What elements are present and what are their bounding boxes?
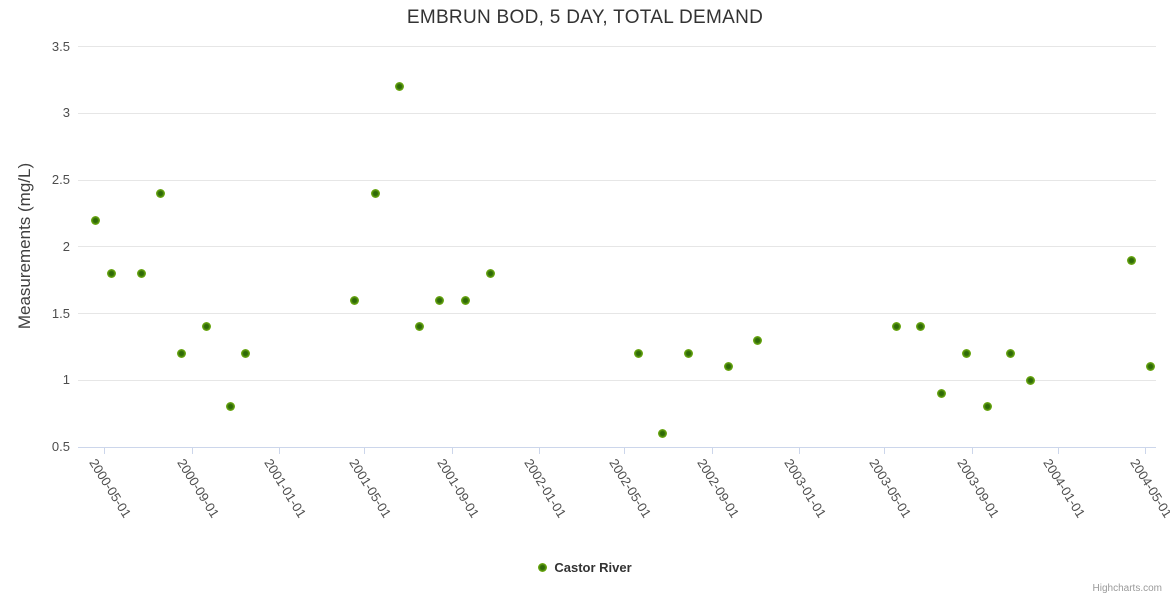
y-tick-label: 2.5	[51, 172, 70, 187]
x-tick-label: 2001-01-01	[261, 456, 310, 521]
chart-title: EMBRUN BOD, 5 DAY, TOTAL DEMAND	[406, 7, 764, 28]
data-point[interactable]	[395, 82, 405, 92]
y-gridline	[78, 179, 1156, 181]
legend-series-label: Castor River	[554, 560, 632, 575]
x-tick-label: 2002-09-01	[693, 456, 742, 521]
data-point[interactable]	[937, 389, 947, 399]
data-point[interactable]	[982, 402, 992, 412]
x-tick-mark	[798, 448, 800, 454]
data-point[interactable]	[176, 349, 186, 359]
x-tick-mark	[191, 448, 193, 454]
x-tick-label: 2001-05-01	[346, 456, 395, 521]
x-tick-label: 2003-01-01	[780, 456, 829, 521]
data-point[interactable]	[156, 188, 166, 198]
y-tick-label: 0.5	[51, 439, 70, 454]
x-tick-label: 2003-05-01	[866, 456, 915, 521]
y-tick-label: 1.5	[51, 305, 70, 321]
x-tick-mark	[884, 448, 885, 454]
x-tick-label: 2000-05-01	[86, 456, 135, 521]
data-point[interactable]	[633, 349, 643, 359]
y-gridline	[78, 46, 1156, 47]
legend-item-castor-river[interactable]: Castor River	[0, 560, 1170, 575]
x-tick-mark	[1144, 448, 1146, 454]
data-point[interactable]	[752, 335, 762, 345]
data-point[interactable]	[683, 349, 693, 359]
y-tick-label: 2	[62, 238, 70, 254]
data-point[interactable]	[201, 322, 211, 332]
data-point[interactable]	[225, 402, 235, 412]
data-point[interactable]	[1145, 362, 1155, 372]
data-point[interactable]	[435, 295, 445, 305]
data-point[interactable]	[1127, 255, 1137, 265]
data-point[interactable]	[371, 188, 381, 198]
data-point[interactable]	[106, 268, 116, 278]
y-gridline	[78, 112, 1156, 114]
x-tick-mark	[538, 448, 540, 454]
x-tick-mark	[451, 448, 453, 454]
data-point[interactable]	[1026, 375, 1036, 385]
x-tick-label: 2004-01-01	[1040, 456, 1089, 521]
x-tick-mark	[711, 448, 713, 454]
data-point[interactable]	[723, 362, 733, 372]
x-tick-label: 2002-05-01	[606, 456, 655, 521]
x-tick-label: 2003-09-01	[953, 456, 1002, 521]
x-tick-label: 2000-09-01	[174, 456, 223, 521]
y-gridline	[78, 246, 1156, 248]
x-tick-mark	[1058, 448, 1060, 454]
data-point[interactable]	[1006, 349, 1016, 359]
legend-marker-icon	[538, 563, 548, 572]
data-point[interactable]	[91, 215, 101, 225]
highcharts-credit-link[interactable]: Highcharts.com	[1092, 583, 1162, 594]
data-point[interactable]	[915, 322, 925, 332]
data-point[interactable]	[415, 322, 425, 332]
y-tick-label: 3.5	[51, 38, 70, 54]
x-tick-mark	[971, 448, 973, 454]
y-gridline	[78, 379, 1156, 381]
data-point[interactable]	[136, 268, 146, 278]
x-tick-label: 2002-01-01	[520, 456, 569, 521]
x-tick-label: 2001-09-01	[434, 456, 483, 521]
x-axis-line	[78, 447, 1156, 448]
data-point[interactable]	[658, 429, 668, 439]
x-tick-mark	[278, 448, 280, 454]
data-point[interactable]	[891, 322, 901, 332]
x-tick-mark	[624, 448, 626, 454]
data-point[interactable]	[240, 349, 250, 359]
x-tick-mark	[364, 448, 366, 454]
data-point[interactable]	[962, 349, 972, 359]
y-tick-label: 3	[62, 105, 70, 121]
x-tick-label: 2004-05-01	[1126, 456, 1170, 521]
y-gridline	[78, 313, 1156, 314]
data-point[interactable]	[485, 268, 495, 278]
x-tick-mark	[104, 448, 106, 454]
y-tick-label: 1	[62, 372, 70, 388]
data-point[interactable]	[350, 295, 360, 305]
data-point[interactable]	[460, 295, 470, 305]
